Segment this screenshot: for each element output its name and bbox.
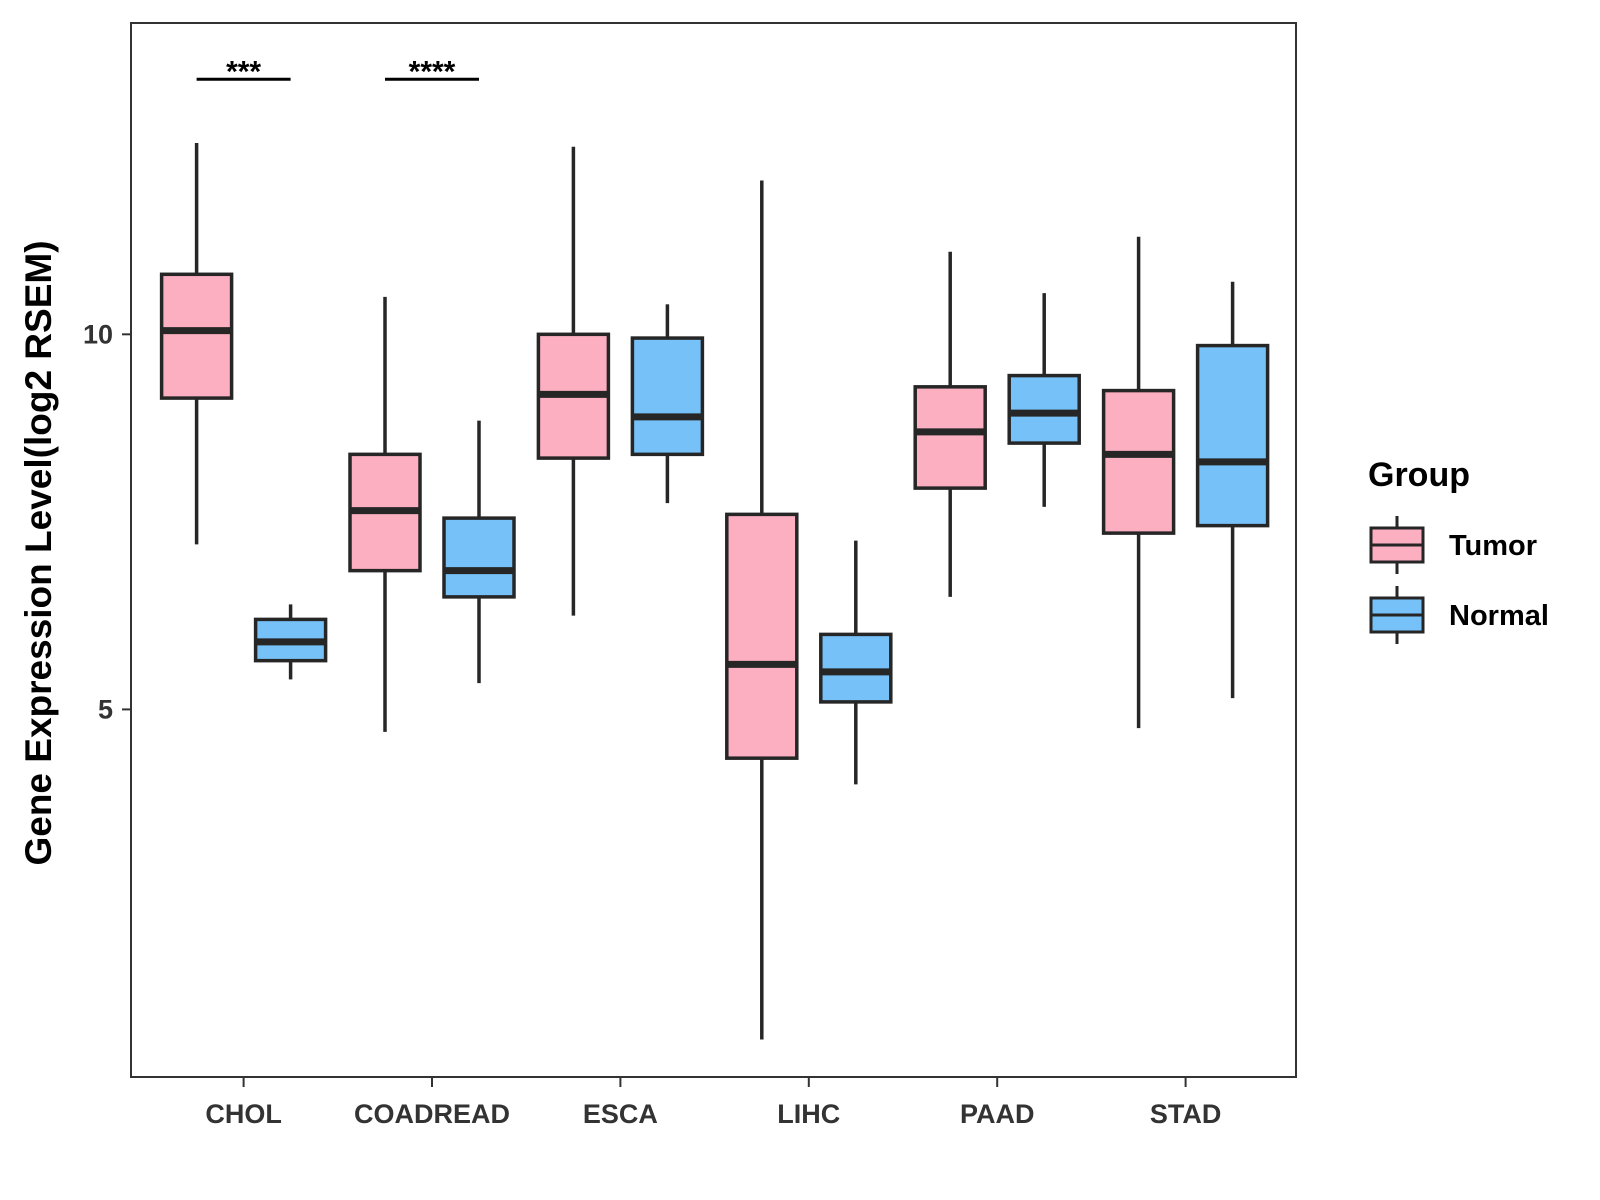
tumor-paad-box xyxy=(913,385,987,490)
x-tick-label-lihc: LIHC xyxy=(777,1099,840,1129)
y-tick-label-5: 5 xyxy=(98,694,113,724)
normal-stad-box xyxy=(1195,343,1270,528)
normal-paad-box xyxy=(1007,373,1081,445)
plot-panel-border xyxy=(130,22,1297,1078)
x-tick-label-esca: ESCA xyxy=(583,1099,658,1129)
legend: Group Tumor Normal xyxy=(1368,456,1549,644)
normal-esca-box xyxy=(630,336,705,457)
significance-chol-label: *** xyxy=(226,55,261,88)
normal-coadread-box xyxy=(442,516,516,599)
x-tick-label-coadread: COADREAD xyxy=(354,1099,510,1129)
x-tick-label-chol: CHOL xyxy=(205,1099,282,1129)
tumor-stad-box xyxy=(1101,388,1176,535)
legend-tumor-label: Tumor xyxy=(1449,530,1537,562)
legend-title: Group xyxy=(1368,456,1470,494)
x-tick-label-stad: STAD xyxy=(1150,1099,1222,1129)
y-tick-label-10: 10 xyxy=(83,319,113,349)
tumor-lihc-box xyxy=(725,512,799,760)
tumor-chol-box xyxy=(159,272,234,400)
normal-lihc-box xyxy=(819,632,893,704)
significance-coadread-label: **** xyxy=(409,55,456,88)
y-axis-title: Gene Expression Level(log2 RSEM) xyxy=(18,240,59,865)
x-tick-label-paad: PAAD xyxy=(960,1099,1035,1129)
legend-normal-label: Normal xyxy=(1449,600,1549,632)
